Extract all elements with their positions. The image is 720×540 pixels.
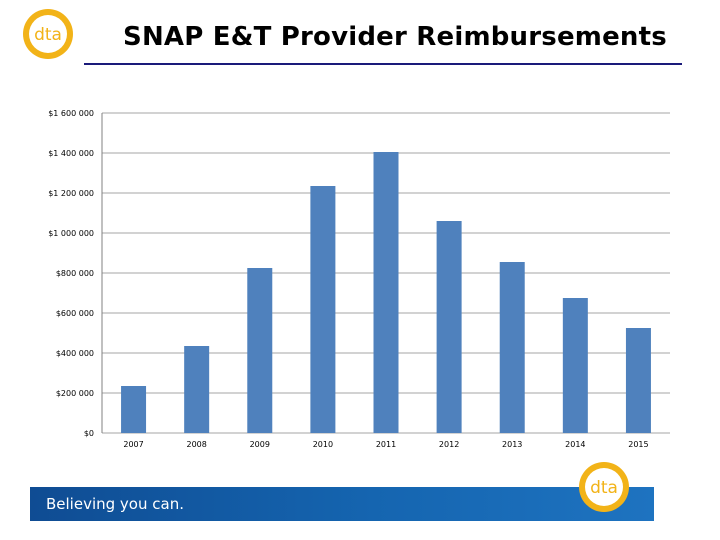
bar-chart: $0 $200 000 $400 000 $600 000 $800 000 $1 000…	[48, 109, 670, 449]
x-tick-label: 2007	[123, 440, 143, 449]
bar	[436, 221, 462, 433]
bar	[121, 386, 147, 433]
y-tick-label: $1 000 000	[48, 229, 94, 238]
dta-logo: dta	[23, 9, 73, 59]
logo-text: dta	[34, 25, 62, 45]
bar	[373, 152, 399, 433]
bar	[310, 186, 336, 433]
x-tick-label: 2013	[502, 440, 522, 449]
y-tick-label: $400 000	[56, 349, 94, 358]
y-tick-label: $800 000	[56, 269, 94, 278]
x-tick-label: 2014	[565, 440, 585, 449]
logo-text-footer: dta	[590, 478, 618, 498]
y-tick-label: $600 000	[56, 309, 94, 318]
x-tick-label: 2012	[439, 440, 459, 449]
bar	[184, 346, 210, 433]
y-tick-label: $1 200 000	[48, 189, 94, 198]
y-tick-label: $1 600 000	[48, 109, 94, 118]
y-tick-label: $200 000	[56, 389, 94, 398]
x-tick-label: 2015	[628, 440, 648, 449]
x-tick-label: 2009	[250, 440, 270, 449]
bar	[625, 328, 651, 433]
bar	[562, 298, 588, 433]
footer-tagline: Believing you can.	[46, 495, 184, 513]
title-divider	[84, 63, 682, 65]
x-tick-label: 2010	[313, 440, 333, 449]
page-title: SNAP E&T Provider Reimbursements	[123, 22, 667, 52]
x-tick-label: 2008	[186, 440, 206, 449]
bar	[247, 268, 273, 433]
dta-logo-footer: dta	[579, 462, 629, 512]
bar	[499, 262, 525, 433]
x-tick-label: 2011	[376, 440, 396, 449]
y-tick-label: $0	[84, 429, 94, 438]
y-tick-label: $1 400 000	[48, 149, 94, 158]
footer-banner: Believing you can.	[30, 487, 654, 521]
